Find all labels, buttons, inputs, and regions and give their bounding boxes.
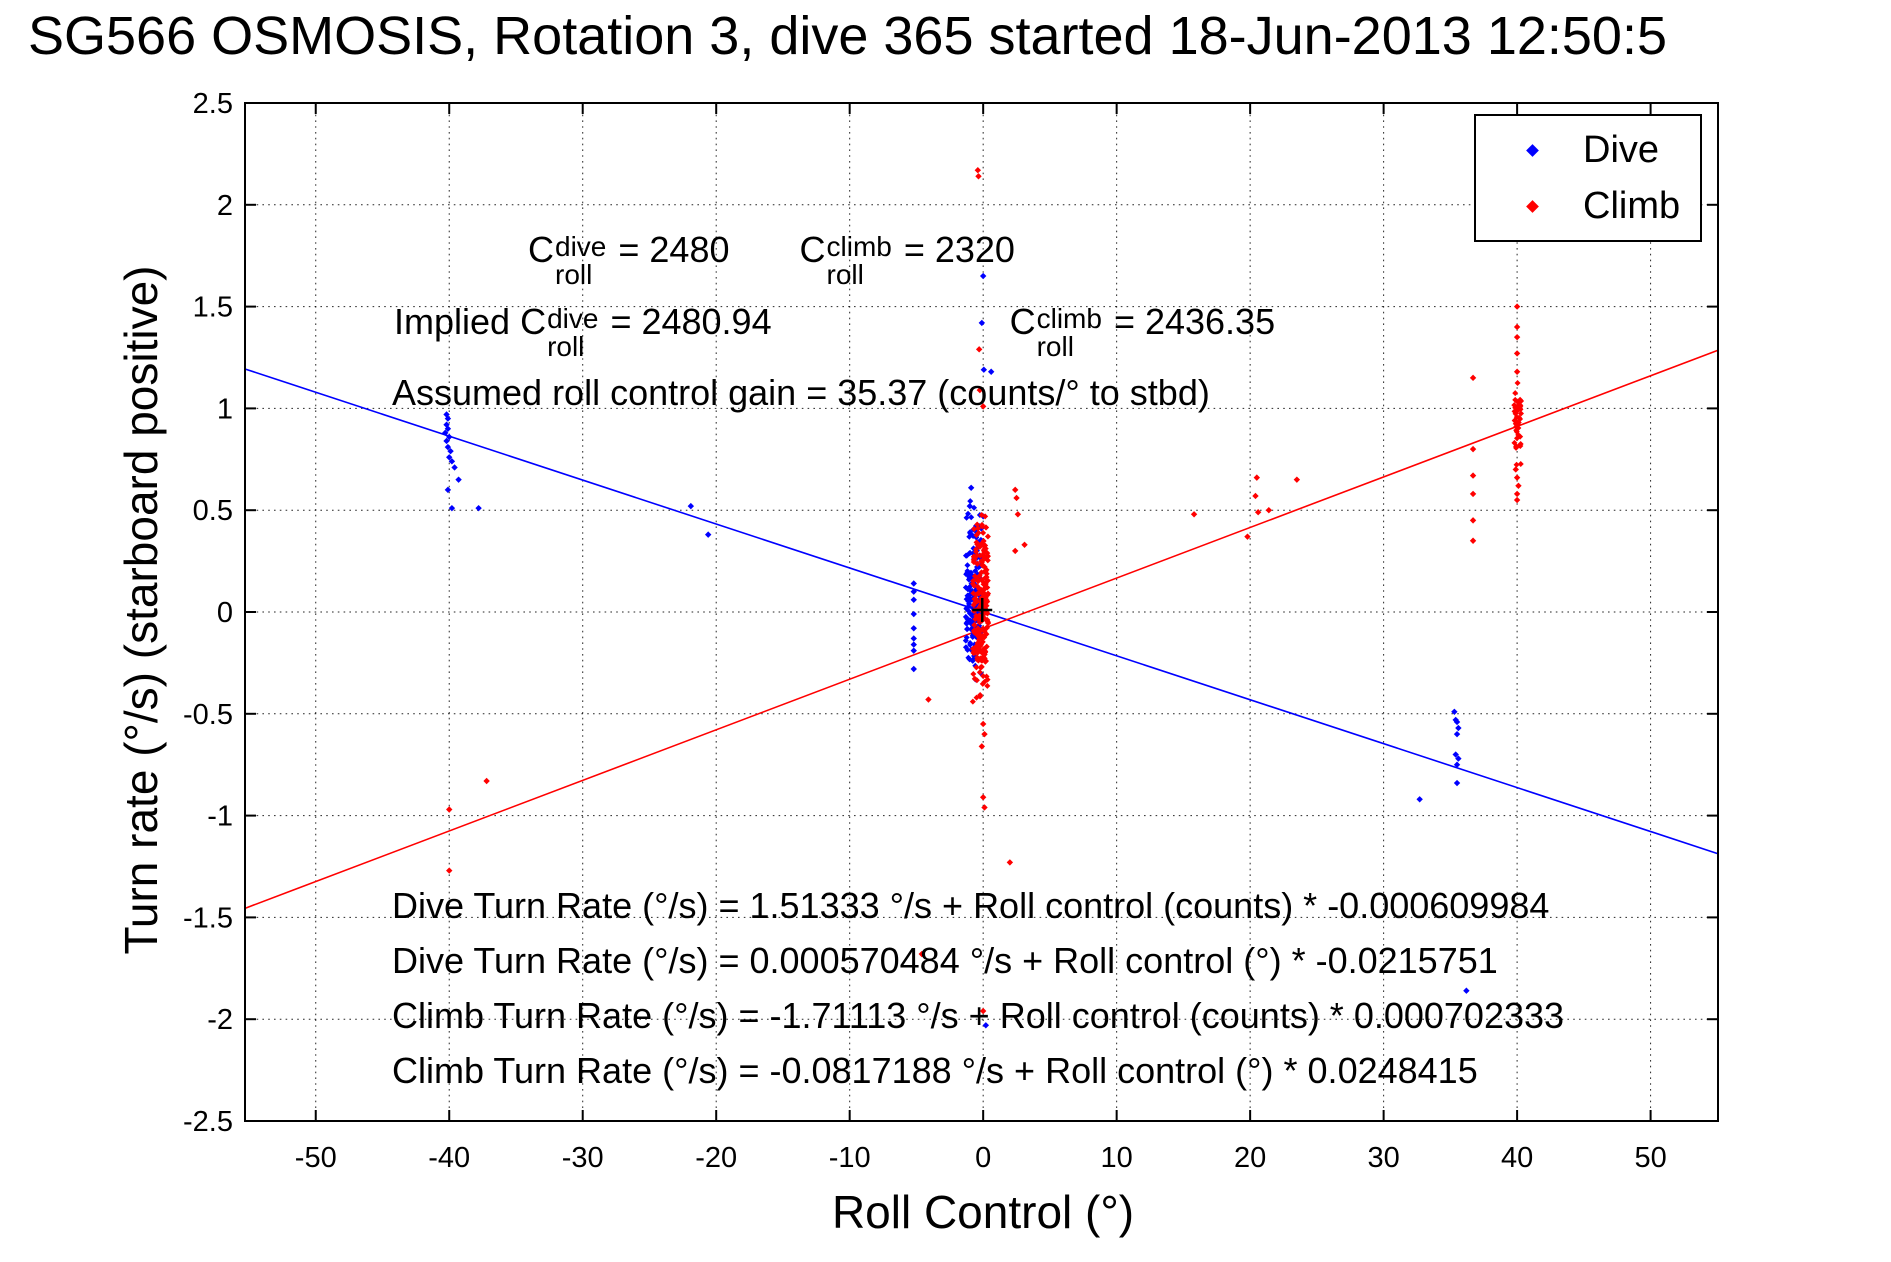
y-tick-label: 1.5 [193,292,233,324]
legend-label-dive: Dive [1583,128,1660,171]
y-tick-label: -1 [207,801,233,833]
legend-label-climb: Climb [1583,184,1681,227]
x-tick-label: -50 [295,1142,337,1174]
axes-box [244,102,1719,1122]
x-tick-label: -40 [428,1142,470,1174]
climb-marker-icon [1526,199,1539,213]
x-tick-label: 20 [1234,1142,1266,1174]
x-tick-label: 0 [975,1142,991,1174]
grid-lines [245,103,1718,1121]
annotation-gain: Assumed roll control gain = 35.37 (count… [392,372,1210,413]
legend-entry-dive: Dive [1476,129,1700,172]
tick-labels: -50 -40 -30 -20 -10 0 10 20 30 40 50-2.5-2-1.5-1-0… [183,88,1667,1174]
y-tick-label: 0.5 [193,495,233,527]
equation-dive-counts: Dive Turn Rate (°/s) = 1.51333 °/s + Rol… [392,885,1550,926]
plot-title: SG566 OSMOSIS, Rotation 3, dive 365 star… [28,6,1667,66]
y-tick-label: 2.5 [193,88,233,120]
equation-block: Dive Turn Rate (°/s) = 1.51333 °/s + Rol… [392,888,1564,1108]
center-cross-marker [972,597,993,622]
equation-climb-counts: Climb Turn Rate (°/s) = -1.71113 °/s + R… [392,995,1565,1036]
y-tick-label: 0 [217,597,233,629]
x-tick-label: 30 [1367,1142,1399,1174]
x-tick-label: 50 [1634,1142,1666,1174]
y-tick-label: -0.5 [183,699,233,731]
dive-marker-icon [1526,143,1539,157]
legend-entry-climb: Climb [1476,185,1700,228]
equation-dive-deg: Dive Turn Rate (°/s) = 0.000570484 °/s +… [392,940,1498,981]
y-axis-label: Turn rate (°/s) (starboard positive) [115,265,167,955]
y-tick-label: -1.5 [183,902,233,934]
x-tick-label: 10 [1101,1142,1133,1174]
y-tick-label: -2.5 [183,1106,233,1138]
x-tick-label: 40 [1501,1142,1533,1174]
y-tick-label: 2 [217,190,233,222]
y-tick-label: -2 [207,1004,233,1036]
x-axis-label: Roll Control (°) [831,1186,1135,1238]
x-tick-label: -10 [829,1142,871,1174]
y-tick-label: 1 [217,393,233,425]
legend: Dive Climb [1474,114,1702,242]
x-tick-label: -30 [562,1142,604,1174]
equation-climb-deg: Climb Turn Rate (°/s) = -0.0817188 °/s +… [392,1050,1478,1091]
series-climb [446,166,1525,1015]
x-tick-label: -20 [695,1142,737,1174]
